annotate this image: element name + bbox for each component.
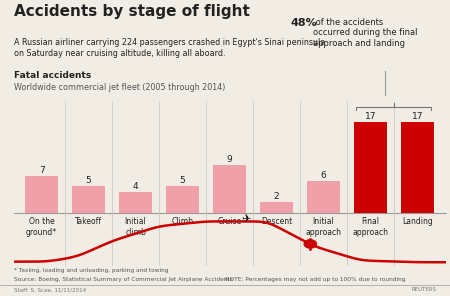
Bar	[354, 122, 387, 213]
Bar	[72, 186, 105, 213]
Text: A Russian airliner carrying 224 passengers crashed in Egypt's Sinai peninsula
on: A Russian airliner carrying 224 passenge…	[14, 38, 325, 58]
Bar	[213, 165, 246, 213]
Bar	[260, 202, 293, 213]
Text: Fatal accidents: Fatal accidents	[14, 71, 91, 80]
Text: * Taxiing, loading and unloading, parking and towing: * Taxiing, loading and unloading, parkin…	[14, 268, 168, 273]
Text: 5: 5	[180, 176, 185, 185]
Text: 4: 4	[133, 182, 139, 191]
Text: NOTE: Percentages may not add up to 100% due to rounding: NOTE: Percentages may not add up to 100%…	[225, 277, 405, 282]
Text: Source: Boeing, Statistical Summary of Commercial Jet Airplane Accidents: Source: Boeing, Statistical Summary of C…	[14, 277, 232, 282]
Text: 48%: 48%	[290, 18, 317, 28]
Text: of the accidents
occurred during the final
approach and landing: of the accidents occurred during the fin…	[313, 18, 417, 48]
Bar	[119, 192, 152, 213]
Bar	[25, 176, 58, 213]
Text: 6: 6	[320, 171, 326, 180]
Text: Worldwide commercial jet fleet (2005 through 2014): Worldwide commercial jet fleet (2005 thr…	[14, 83, 225, 92]
Text: REUTERS: REUTERS	[411, 287, 436, 292]
Text: 17: 17	[412, 112, 423, 121]
Bar	[401, 122, 434, 213]
Text: 17: 17	[364, 112, 376, 121]
Text: 9: 9	[227, 155, 232, 164]
Text: 5: 5	[86, 176, 91, 185]
Text: Accidents by stage of flight: Accidents by stage of flight	[14, 4, 249, 20]
Text: 7: 7	[39, 165, 45, 175]
Bar	[307, 181, 340, 213]
Text: ✈: ✈	[241, 214, 251, 224]
Text: 2: 2	[274, 192, 279, 201]
Bar	[166, 186, 199, 213]
Text: Staff: S. Scae, 11/11/2014: Staff: S. Scae, 11/11/2014	[14, 287, 86, 292]
